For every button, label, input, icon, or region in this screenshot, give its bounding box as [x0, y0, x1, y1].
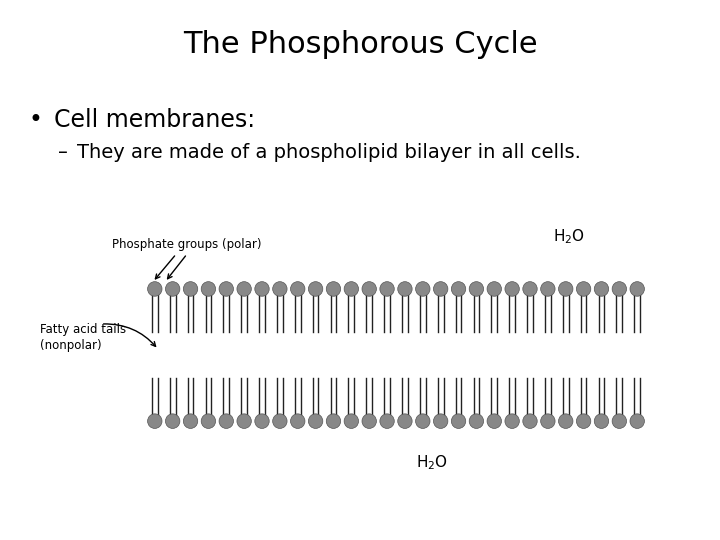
Ellipse shape [559, 414, 573, 428]
Text: H$_2$O: H$_2$O [553, 227, 585, 246]
Text: H$_2$O: H$_2$O [416, 454, 448, 472]
Ellipse shape [362, 282, 377, 296]
Ellipse shape [469, 282, 484, 296]
Ellipse shape [344, 282, 359, 296]
Ellipse shape [415, 414, 430, 428]
Ellipse shape [415, 282, 430, 296]
Ellipse shape [433, 414, 448, 428]
Ellipse shape [523, 282, 537, 296]
Ellipse shape [487, 414, 501, 428]
Ellipse shape [380, 282, 395, 296]
Ellipse shape [308, 282, 323, 296]
Ellipse shape [273, 414, 287, 428]
Ellipse shape [541, 414, 555, 428]
Ellipse shape [201, 414, 215, 428]
Text: •: • [29, 108, 42, 132]
Ellipse shape [541, 282, 555, 296]
Ellipse shape [397, 414, 412, 428]
Ellipse shape [594, 414, 608, 428]
Text: Phosphate groups (polar): Phosphate groups (polar) [112, 238, 261, 251]
Ellipse shape [559, 282, 573, 296]
Ellipse shape [237, 282, 251, 296]
Ellipse shape [362, 414, 377, 428]
Ellipse shape [469, 414, 484, 428]
Ellipse shape [594, 282, 608, 296]
Ellipse shape [219, 414, 233, 428]
Ellipse shape [166, 282, 180, 296]
Ellipse shape [184, 414, 198, 428]
Ellipse shape [612, 414, 626, 428]
Ellipse shape [255, 282, 269, 296]
Ellipse shape [148, 414, 162, 428]
Ellipse shape [630, 282, 644, 296]
Ellipse shape [451, 282, 466, 296]
Ellipse shape [326, 282, 341, 296]
Ellipse shape [326, 414, 341, 428]
Ellipse shape [397, 282, 412, 296]
Ellipse shape [523, 414, 537, 428]
Ellipse shape [577, 282, 591, 296]
Ellipse shape [612, 282, 626, 296]
Ellipse shape [255, 414, 269, 428]
Text: The Phosphorous Cycle: The Phosphorous Cycle [183, 30, 537, 59]
Ellipse shape [451, 414, 466, 428]
Ellipse shape [201, 282, 215, 296]
Ellipse shape [237, 414, 251, 428]
Ellipse shape [505, 282, 519, 296]
Text: –: – [58, 143, 68, 162]
Ellipse shape [344, 414, 359, 428]
Ellipse shape [433, 282, 448, 296]
Ellipse shape [219, 282, 233, 296]
Ellipse shape [184, 282, 198, 296]
Ellipse shape [291, 282, 305, 296]
Ellipse shape [577, 414, 591, 428]
Ellipse shape [148, 282, 162, 296]
Ellipse shape [380, 414, 395, 428]
Text: Fatty acid tails
(nonpolar): Fatty acid tails (nonpolar) [40, 323, 126, 352]
Ellipse shape [505, 414, 519, 428]
Text: Cell membranes:: Cell membranes: [54, 108, 255, 132]
Ellipse shape [273, 282, 287, 296]
Ellipse shape [291, 414, 305, 428]
Ellipse shape [308, 414, 323, 428]
Ellipse shape [630, 414, 644, 428]
Ellipse shape [166, 414, 180, 428]
Ellipse shape [487, 282, 501, 296]
Text: They are made of a phospholipid bilayer in all cells.: They are made of a phospholipid bilayer … [77, 143, 581, 162]
